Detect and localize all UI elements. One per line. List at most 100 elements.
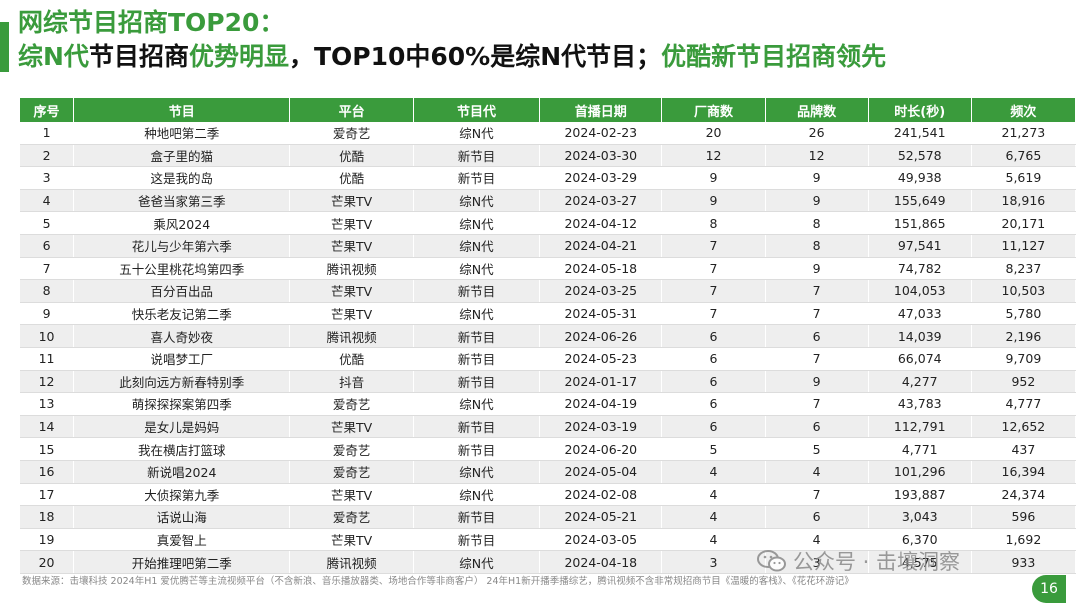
cell-program: 新说唱2024	[73, 460, 291, 484]
table-row: 3 这是我的岛 优酷 新节目 2024-03-29 9 9 49,938 5,619	[20, 166, 1077, 190]
cell-brand-count: 9	[765, 370, 869, 394]
cell-generation: 综N代	[413, 460, 541, 484]
cell-premiere-date: 2024-02-08	[539, 483, 663, 507]
cell-vendor-count: 3	[661, 550, 766, 574]
wechat-icon	[757, 549, 787, 573]
cell-duration: 66,074	[868, 347, 972, 371]
cell-program: 爸爸当家第三季	[73, 189, 291, 213]
cell-program: 盒子里的猫	[73, 144, 291, 168]
table-row: 19 真爱智上 芒果TV 新节目 2024-03-05 4 4 6,370 1,692	[20, 528, 1077, 552]
cell-premiere-date: 2024-03-05	[539, 528, 663, 552]
cell-generation: 综N代	[413, 234, 541, 258]
cell-duration: 101,296	[868, 460, 972, 484]
cell-platform: 优酷	[289, 166, 414, 190]
cell-platform: 芒果TV	[289, 415, 414, 439]
cell-rank: 9	[20, 302, 75, 326]
cell-duration: 74,782	[868, 257, 972, 281]
cell-program: 种地吧第二季	[73, 122, 291, 145]
cell-vendor-count: 20	[661, 122, 766, 145]
page-number: 16	[1032, 575, 1066, 603]
header-platform: 平台	[289, 98, 414, 122]
cell-duration: 47,033	[868, 302, 972, 326]
cell-duration: 4,277	[868, 370, 972, 394]
cell-frequency: 21,273	[971, 122, 1077, 145]
cell-frequency: 12,652	[971, 415, 1077, 439]
cell-frequency: 8,237	[971, 257, 1077, 281]
cell-brand-count: 6	[765, 415, 869, 439]
cell-rank: 3	[20, 166, 75, 190]
cell-vendor-count: 12	[661, 144, 766, 168]
cell-frequency: 933	[971, 550, 1077, 574]
cell-generation: 新节目	[413, 144, 541, 168]
title-line1: 网综节目招商TOP20：	[18, 8, 285, 37]
cell-platform: 芒果TV	[289, 189, 414, 213]
cell-platform: 爱奇艺	[289, 505, 414, 529]
cell-platform: 爱奇艺	[289, 122, 414, 145]
cell-rank: 17	[20, 483, 75, 507]
cell-rank: 6	[20, 234, 75, 258]
cell-premiere-date: 2024-01-17	[539, 370, 663, 394]
title-part-zongn: 综N代	[18, 42, 89, 71]
cell-platform: 爱奇艺	[289, 392, 414, 416]
cell-premiere-date: 2024-05-23	[539, 347, 663, 371]
cell-platform: 芒果TV	[289, 279, 414, 303]
cell-program: 是女儿是妈妈	[73, 415, 291, 439]
cell-rank: 16	[20, 460, 75, 484]
cell-platform: 优酷	[289, 347, 414, 371]
cell-generation: 综N代	[413, 211, 541, 235]
cell-program: 萌探探探案第四季	[73, 392, 291, 416]
cell-platform: 芒果TV	[289, 302, 414, 326]
cell-duration: 14,039	[868, 324, 972, 348]
header-generation: 节目代	[413, 98, 541, 122]
cell-brand-count: 12	[765, 144, 869, 168]
table-row: 5 乘风2024 芒果TV 综N代 2024-04-12 8 8 151,865 20,171	[20, 211, 1077, 235]
cell-program: 我在横店打篮球	[73, 437, 291, 461]
cell-rank: 19	[20, 528, 75, 552]
watermark-text: 公众号 · 击壤洞察	[793, 550, 961, 574]
cell-rank: 7	[20, 257, 75, 281]
header-rank: 序号	[20, 98, 75, 122]
cell-vendor-count: 6	[661, 415, 766, 439]
cell-brand-count: 8	[765, 234, 869, 258]
cell-program: 乘风2024	[73, 211, 291, 235]
cell-vendor-count: 4	[661, 528, 766, 552]
cell-rank: 5	[20, 211, 75, 235]
table-row: 16 新说唱2024 爱奇艺 综N代 2024-05-04 4 4 101,296 16,394	[20, 460, 1077, 484]
cell-vendor-count: 5	[661, 437, 766, 461]
table-row: 4 爸爸当家第三季 芒果TV 综N代 2024-03-27 9 9 155,649 18,916	[20, 189, 1077, 213]
cell-brand-count: 7	[765, 483, 869, 507]
page-title: 网综节目招商TOP20： 综N代节目招商优势明显，TOP10中60%是综N代节目…	[18, 6, 886, 74]
cell-frequency: 20,171	[971, 211, 1077, 235]
cell-rank: 2	[20, 144, 75, 168]
cell-program: 大侦探第九季	[73, 483, 291, 507]
table-row: 18 话说山海 爱奇艺 新节目 2024-05-21 4 6 3,043 596	[20, 505, 1077, 529]
cell-rank: 11	[20, 347, 75, 371]
cell-generation: 综N代	[413, 122, 541, 145]
cell-frequency: 9,709	[971, 347, 1077, 371]
cell-frequency: 11,127	[971, 234, 1077, 258]
cell-premiere-date: 2024-04-19	[539, 392, 663, 416]
cell-duration: 155,649	[868, 189, 972, 213]
header-program: 节目	[73, 98, 291, 122]
cell-premiere-date: 2024-03-19	[539, 415, 663, 439]
ranking-table: 序号 节目 平台 节目代 首播日期 厂商数 品牌数 时长(秒) 频次 1 种地吧第…	[20, 98, 1077, 574]
table-row: 1 种地吧第二季 爱奇艺 综N代 2024-02-23 20 26 241,541 21,273	[20, 122, 1077, 145]
title-part-youshi: 优势明显	[188, 42, 289, 71]
cell-vendor-count: 6	[661, 392, 766, 416]
cell-duration: 193,887	[868, 483, 972, 507]
table-row: 13 萌探探探案第四季 爱奇艺 综N代 2024-04-19 6 7 43,783 4,777	[20, 392, 1077, 416]
cell-program: 五十公里桃花坞第四季	[73, 257, 291, 281]
cell-brand-count: 26	[765, 122, 869, 145]
cell-program: 说唱梦工厂	[73, 347, 291, 371]
cell-frequency: 10,503	[971, 279, 1077, 303]
cell-frequency: 437	[971, 437, 1077, 461]
title-part-youku: 优酷新节目招商领先	[661, 42, 887, 71]
cell-rank: 10	[20, 324, 75, 348]
cell-vendor-count: 4	[661, 483, 766, 507]
cell-duration: 52,578	[868, 144, 972, 168]
cell-vendor-count: 7	[661, 234, 766, 258]
table-header-row: 序号 节目 平台 节目代 首播日期 厂商数 品牌数 时长(秒) 频次	[20, 98, 1077, 122]
table-row: 14 是女儿是妈妈 芒果TV 新节目 2024-03-19 6 6 112,791 12,652	[20, 415, 1077, 439]
cell-duration: 151,865	[868, 211, 972, 235]
cell-duration: 49,938	[868, 166, 972, 190]
